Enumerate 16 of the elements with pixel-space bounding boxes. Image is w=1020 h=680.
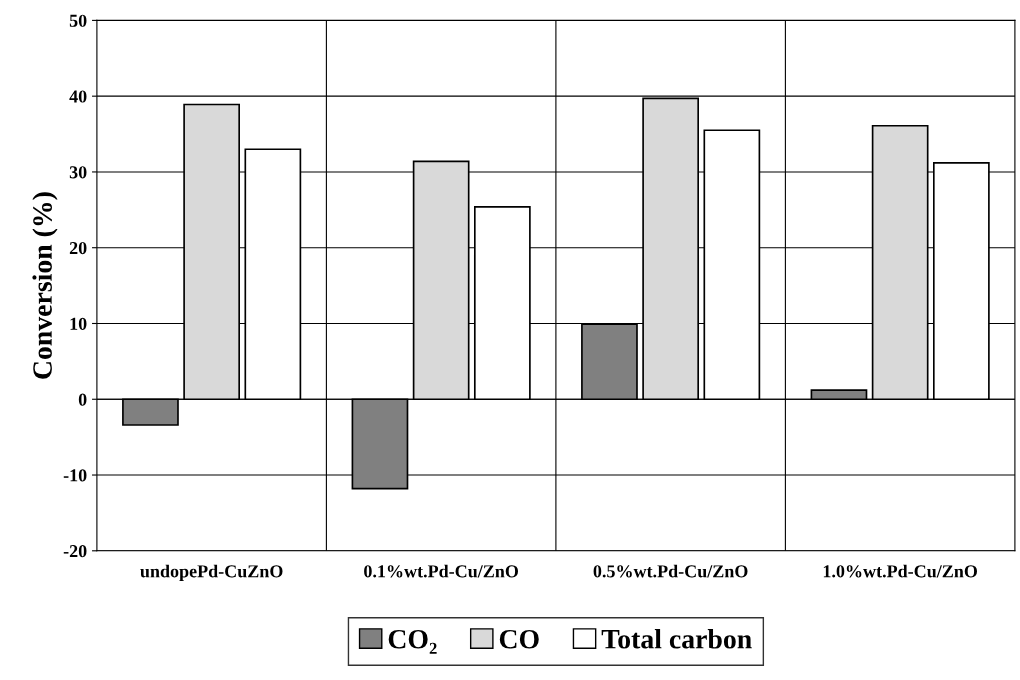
x-tick-label: 0.1%wt.Pd-Cu/ZnO [364,564,519,578]
y-tick-label: 30 [69,166,87,179]
y-tick-label: 10 [70,317,87,330]
y-tick-label: -20 [63,545,87,558]
y-tick-label: -10 [63,469,87,482]
y-tick-label: 20 [69,241,87,255]
legend-label: CO [499,629,539,649]
legend-label: Total carbon [601,629,752,649]
y-tick-label: 50 [69,14,87,27]
legend-label: CO₂ [388,629,437,654]
y-axis-title: Conversion (%) [32,192,58,379]
y-tick-label: 0 [78,393,87,406]
x-tick-label: 0.5%wt.Pd-Cu/ZnO [593,564,748,578]
y-tick-label: 40 [69,90,87,103]
x-tick-label: undopePd-CuZnO [140,564,283,582]
x-tick-label: 1.0%wt.Pd-Cu/ZnO [823,564,978,578]
